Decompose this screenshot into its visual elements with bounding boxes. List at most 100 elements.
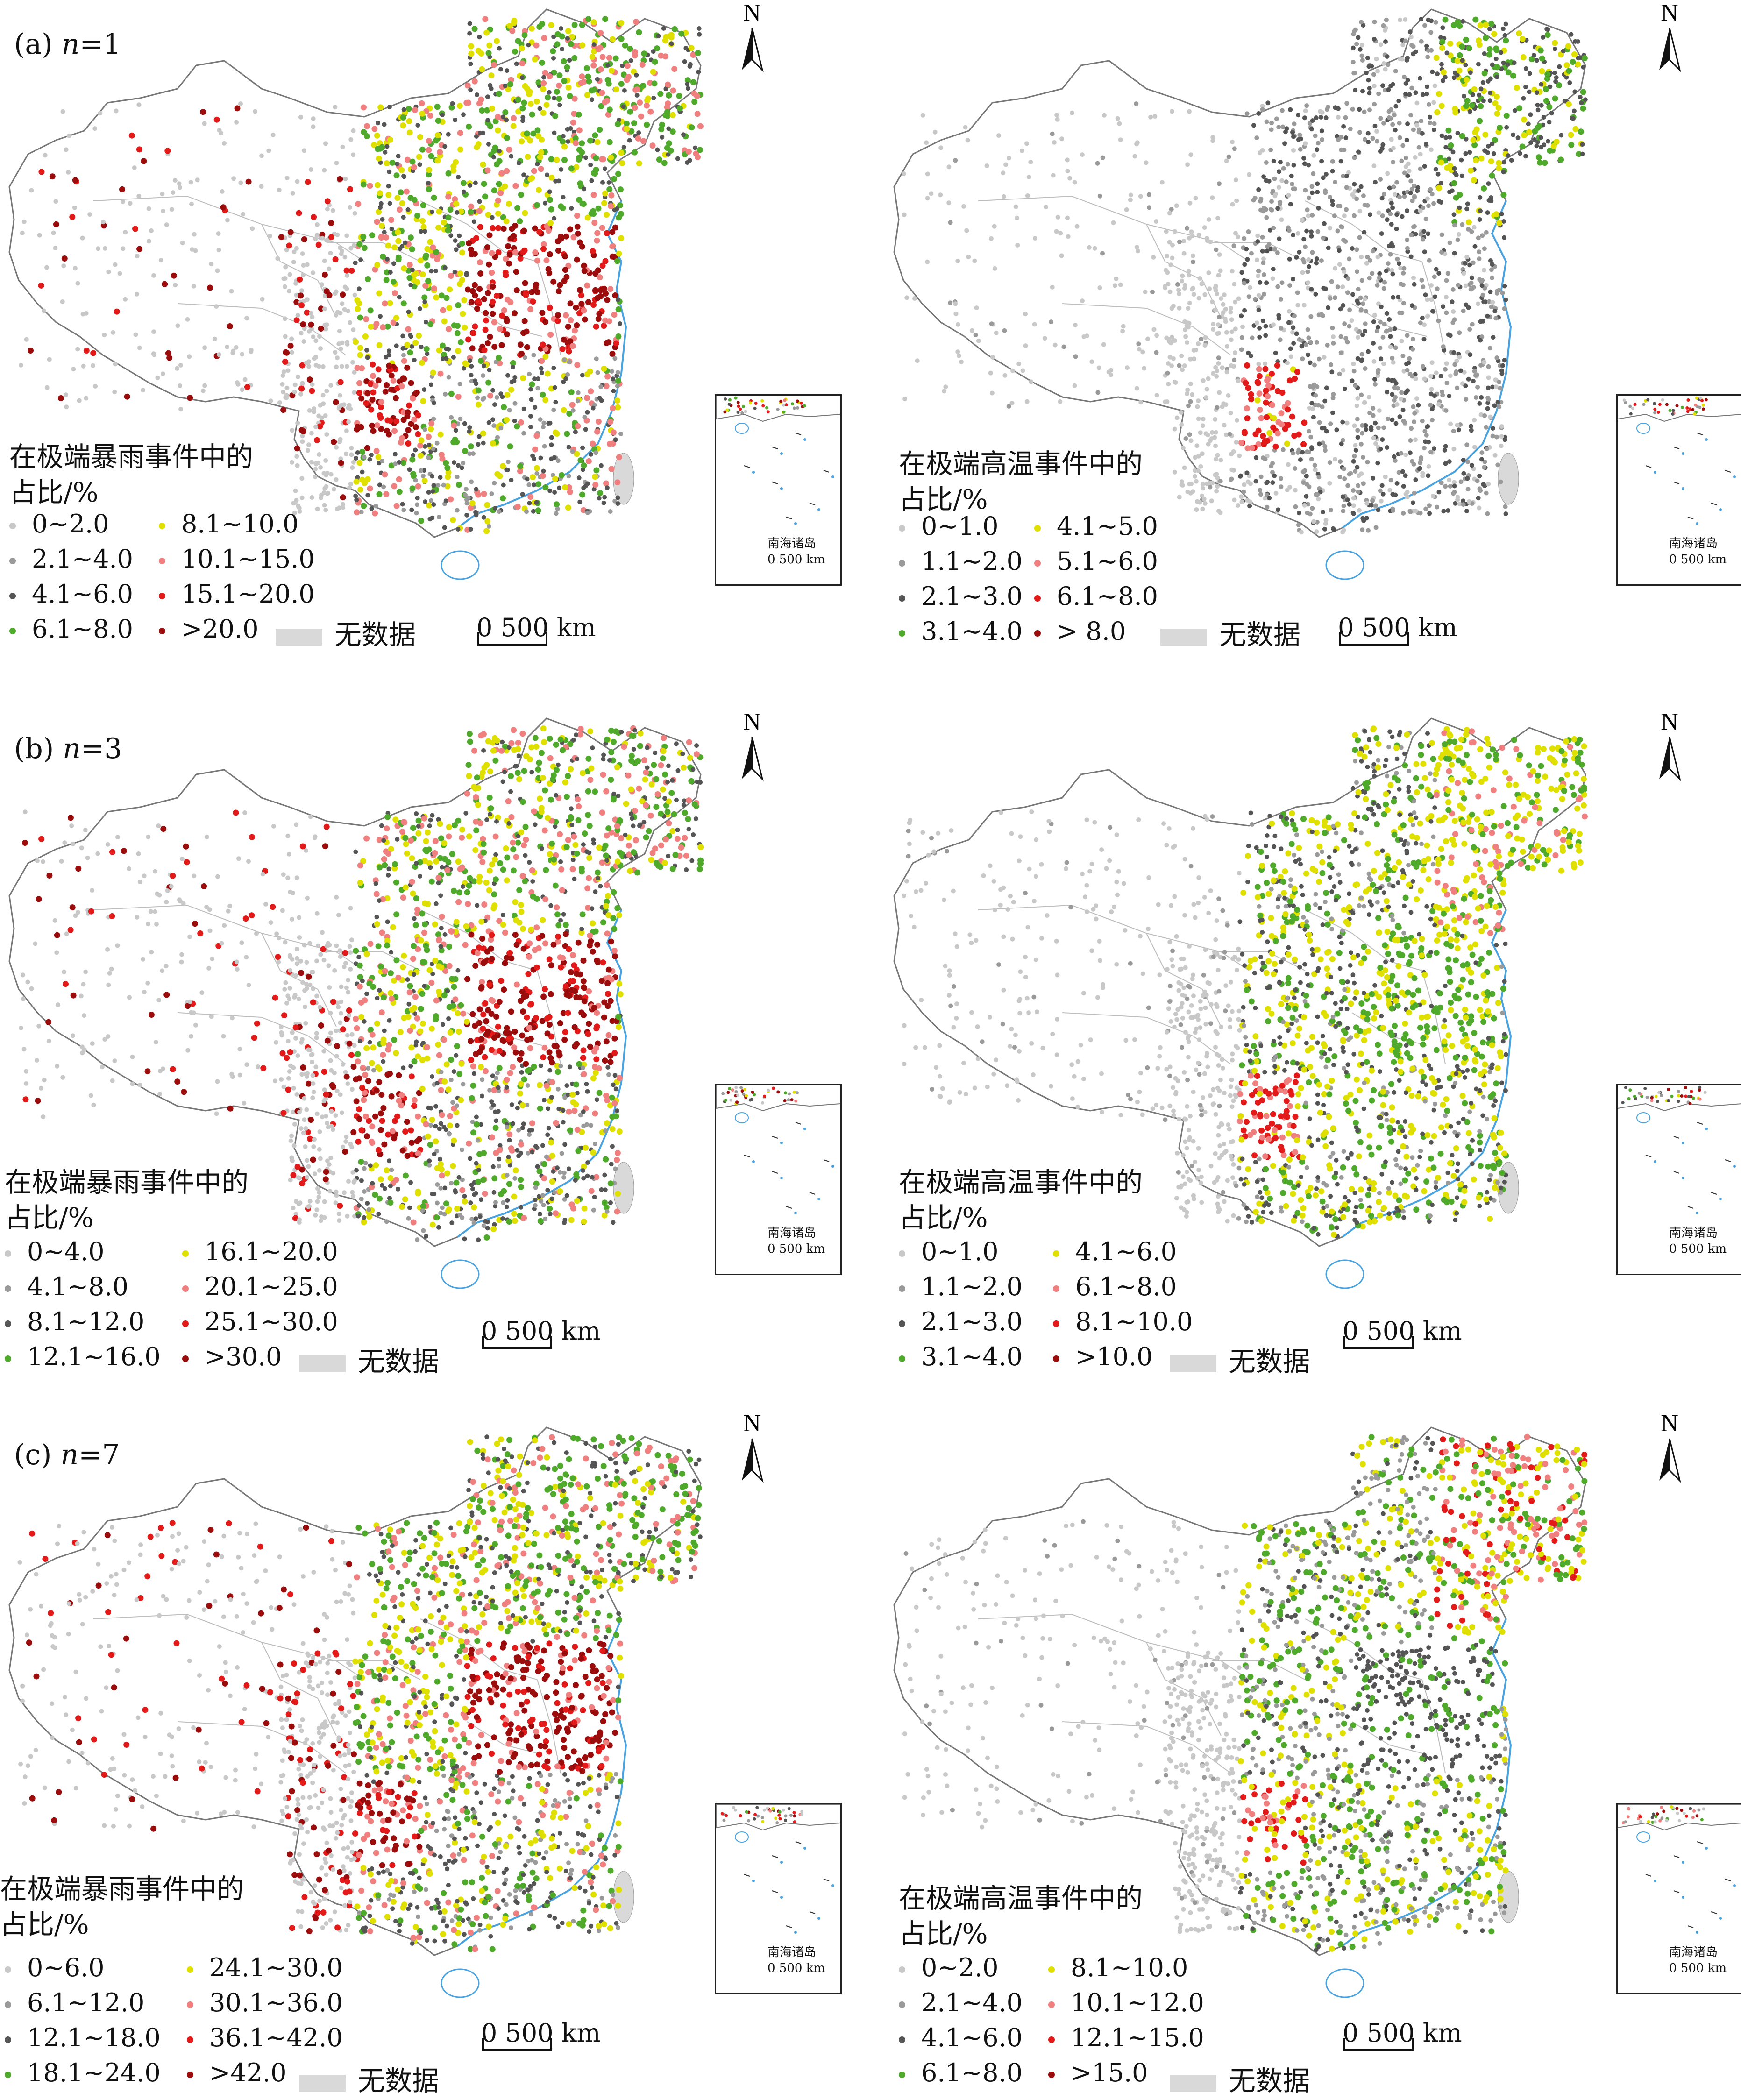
station-point	[1435, 504, 1440, 510]
station-point	[1471, 225, 1477, 230]
station-point	[1342, 476, 1347, 481]
station-point	[322, 486, 327, 491]
station-point	[409, 507, 414, 512]
station-point	[605, 63, 611, 68]
station-point	[1175, 282, 1180, 287]
station-point	[631, 120, 637, 127]
station-point	[1185, 226, 1189, 231]
station-point	[441, 356, 446, 361]
station-point	[1456, 67, 1463, 74]
inset-island	[1654, 471, 1656, 474]
station-point	[497, 509, 502, 514]
legend-item: 6.1~8.0	[1034, 582, 1158, 611]
station-point	[535, 386, 540, 391]
station-point	[1213, 307, 1218, 312]
station-point	[534, 500, 539, 505]
station-point	[557, 102, 562, 107]
station-point	[322, 323, 327, 328]
station-point	[1396, 470, 1401, 475]
station-point	[1301, 419, 1308, 426]
station-point	[1469, 463, 1474, 468]
station-point	[663, 86, 668, 92]
station-point	[411, 416, 418, 423]
station-point	[1457, 52, 1463, 58]
station-point	[1455, 423, 1460, 427]
station-point	[1359, 278, 1364, 283]
station-point	[398, 383, 405, 390]
station-point	[1308, 314, 1314, 319]
station-point	[200, 388, 206, 393]
station-point	[924, 140, 929, 145]
station-point	[956, 353, 961, 358]
station-point	[1583, 97, 1588, 102]
station-point	[1367, 107, 1372, 113]
station-point	[1361, 193, 1366, 199]
station-point	[574, 451, 580, 457]
station-point	[1553, 138, 1560, 145]
station-point	[406, 262, 413, 268]
station-point	[1309, 445, 1314, 450]
station-point	[468, 183, 473, 188]
station-point	[45, 1019, 52, 1025]
station-point	[1476, 62, 1481, 67]
station-point	[455, 323, 461, 329]
station-point	[627, 138, 632, 143]
station-point	[550, 278, 557, 285]
station-point	[481, 515, 486, 520]
station-point	[80, 235, 85, 241]
station-point	[527, 494, 534, 500]
station-point	[615, 404, 621, 411]
station-point	[1254, 397, 1261, 404]
station-point	[463, 487, 469, 492]
station-point	[584, 92, 590, 98]
station-point	[1489, 305, 1494, 309]
station-point	[1242, 308, 1247, 313]
station-point	[604, 297, 611, 303]
station-point	[426, 490, 431, 495]
station-point	[164, 148, 171, 154]
station-point	[1167, 339, 1172, 344]
station-point	[647, 812, 654, 819]
station-point	[1359, 358, 1364, 363]
station-point	[565, 36, 570, 41]
station-point	[1378, 177, 1383, 182]
station-point	[320, 1114, 325, 1120]
station-point	[540, 370, 544, 376]
station-point	[1260, 318, 1265, 323]
station-point	[1485, 210, 1490, 215]
station-point	[622, 88, 627, 93]
station-point	[411, 197, 418, 203]
station-point	[1323, 188, 1328, 193]
station-point	[1460, 58, 1465, 63]
station-point	[305, 262, 310, 267]
station-point	[340, 340, 345, 345]
station-point	[1488, 289, 1493, 294]
station-point	[532, 376, 537, 382]
inset-station-point	[754, 402, 758, 405]
station-point	[136, 193, 142, 199]
station-point	[1459, 43, 1465, 50]
station-point	[1355, 396, 1360, 401]
station-point	[490, 417, 495, 422]
station-point	[392, 395, 399, 401]
station-point	[415, 483, 421, 490]
station-point	[1349, 318, 1354, 323]
station-point	[93, 383, 98, 389]
station-point	[296, 210, 302, 216]
station-point	[1343, 336, 1349, 341]
station-point	[528, 387, 533, 392]
station-point	[527, 101, 534, 107]
station-point	[1291, 451, 1295, 456]
station-point	[1326, 245, 1331, 250]
station-point	[419, 360, 425, 366]
station-point	[367, 485, 373, 492]
station-point	[1503, 37, 1509, 44]
station-point	[659, 121, 665, 128]
station-point	[411, 453, 416, 458]
station-point	[393, 172, 400, 179]
station-point	[443, 460, 449, 466]
station-point	[555, 458, 561, 463]
station-point	[1294, 369, 1300, 375]
station-point	[1373, 180, 1378, 185]
station-point	[1345, 290, 1350, 295]
